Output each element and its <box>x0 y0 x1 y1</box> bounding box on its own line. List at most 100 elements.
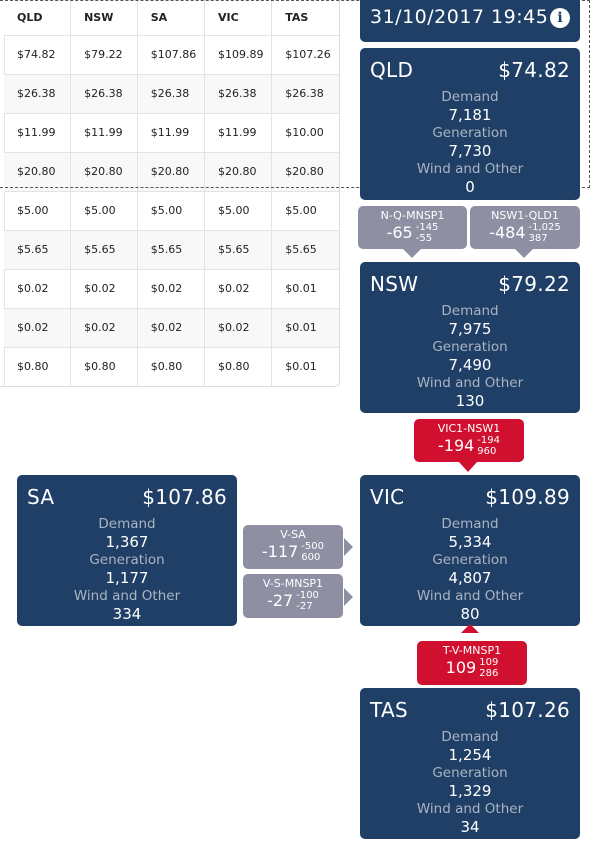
generation-value: 1,329 <box>448 782 492 800</box>
table-cell: $109.89 <box>204 35 273 75</box>
interconnector-limit-bottom: 387 <box>528 233 548 244</box>
region-name: NSW <box>370 272 419 296</box>
flow-arrow-right-icon <box>344 588 353 606</box>
table-cell: $0.02 <box>137 308 205 348</box>
price-table-panel[interactable]: QLD NSW SA VIC TAS $74.82 $79.22 $107.86… <box>0 0 340 387</box>
wind-other-label: Wind and Other <box>73 588 181 604</box>
table-cell: $0.02 <box>70 269 138 309</box>
region-card-nsw[interactable]: NSW $79.22 Demand 7,975 Generation 7,490… <box>360 262 580 413</box>
table-cell: $26.38 <box>137 74 205 114</box>
interconnector-limit-bottom: -27 <box>296 601 313 612</box>
table-row: $0.80 $0.80 $0.80 $0.80 $0.01 <box>4 347 339 386</box>
table-cell: $5.00 <box>4 191 72 231</box>
interconnector-limit-top: -194 <box>477 435 500 446</box>
table-cell: $0.02 <box>4 269 72 309</box>
datetime-header: 31/10/2017 19:45 i <box>360 0 580 42</box>
interconnector-limit-top: -1,025 <box>528 222 561 233</box>
interconnector-limit-bottom: 600 <box>301 552 321 563</box>
generation-label: Generation <box>432 765 508 781</box>
col-header-nsw[interactable]: NSW <box>70 0 138 36</box>
interconnector-flow: -27 <box>267 591 294 610</box>
datetime-label: 31/10/2017 19:45 <box>370 6 549 28</box>
table-cell: $10.00 <box>271 113 339 153</box>
demand-value: 1,254 <box>448 746 492 764</box>
generation-label: Generation <box>432 125 508 141</box>
table-row: $74.82 $79.22 $107.86 $109.89 $107.26 <box>4 35 339 75</box>
wind-other-value: 34 <box>460 818 480 836</box>
interconnector-v-s-mnsp1[interactable]: V-S-MNSP1 -27 -100 -27 <box>243 574 343 618</box>
interconnector-name: NSW1-QLD1 <box>491 209 559 222</box>
wind-other-label: Wind and Other <box>416 801 524 817</box>
table-header-row: QLD NSW SA VIC TAS <box>4 0 339 36</box>
table-cell: $0.02 <box>137 269 205 309</box>
flow-arrow-right-icon <box>344 538 353 556</box>
region-price: $79.22 <box>498 272 570 296</box>
demand-value: 7,181 <box>448 106 492 124</box>
table-cell: $5.00 <box>137 191 205 231</box>
table-cell: $107.86 <box>137 35 205 75</box>
demand-value: 7,975 <box>448 320 492 338</box>
wind-other-label: Wind and Other <box>416 588 524 604</box>
col-header-qld[interactable]: QLD <box>4 0 72 36</box>
interconnector-v-sa[interactable]: V-SA -117 -500 600 <box>243 525 343 569</box>
table-cell: $11.99 <box>4 113 72 153</box>
demand-label: Demand <box>441 89 499 105</box>
interconnector-flow: -484 <box>489 223 526 242</box>
table-cell: $0.80 <box>204 347 273 386</box>
interconnector-name: N-Q-MNSP1 <box>380 209 445 222</box>
wind-other-value: 130 <box>455 392 485 410</box>
interconnector-vic1-nsw1[interactable]: VIC1-NSW1 -194 -194 960 <box>414 419 524 462</box>
region-name: VIC <box>370 485 405 509</box>
table-cell: $5.00 <box>70 191 138 231</box>
table-cell: $74.82 <box>4 35 72 75</box>
table-cell: $26.38 <box>4 74 72 114</box>
demand-label: Demand <box>441 516 499 532</box>
table-cell: $5.65 <box>271 230 339 270</box>
table-row: $5.65 $5.65 $5.65 $5.65 $5.65 <box>4 230 339 270</box>
table-cell: $5.65 <box>70 230 138 270</box>
price-table: QLD NSW SA VIC TAS $74.82 $79.22 $107.86… <box>4 0 339 386</box>
region-card-tas[interactable]: TAS $107.26 Demand 1,254 Generation 1,32… <box>360 688 580 839</box>
col-header-tas[interactable]: TAS <box>271 0 339 36</box>
region-card-qld[interactable]: QLD $74.82 Demand 7,181 Generation 7,730… <box>360 48 580 200</box>
interconnector-t-v-mnsp1[interactable]: T-V-MNSP1 109 109 286 <box>417 641 527 685</box>
demand-label: Demand <box>441 729 499 745</box>
table-cell: $20.80 <box>271 152 339 192</box>
table-cell: $0.01 <box>271 269 339 309</box>
table-row: $5.00 $5.00 $5.00 $5.00 $5.00 <box>4 191 339 231</box>
table-cell: $11.99 <box>70 113 138 153</box>
region-name: QLD <box>370 58 414 82</box>
table-cell: $0.01 <box>271 347 339 386</box>
flow-arrow-down-icon <box>459 462 477 472</box>
generation-value: 7,490 <box>448 356 492 374</box>
table-cell: $107.26 <box>271 35 339 75</box>
info-icon[interactable]: i <box>550 8 570 28</box>
table-cell: $26.38 <box>70 74 138 114</box>
flow-arrow-down-icon <box>515 249 533 258</box>
region-card-sa[interactable]: SA $107.86 Demand 1,367 Generation 1,177… <box>17 475 237 626</box>
demand-label: Demand <box>98 516 156 532</box>
col-header-vic[interactable]: VIC <box>204 0 273 36</box>
interconnector-limit-bottom: 960 <box>477 446 497 457</box>
demand-value: 1,367 <box>105 533 149 551</box>
interconnector-name: V-S-MNSP1 <box>262 577 324 590</box>
region-price: $107.86 <box>142 485 227 509</box>
table-cell: $0.02 <box>204 269 273 309</box>
region-name: TAS <box>370 698 408 722</box>
table-cell: $0.80 <box>4 347 72 386</box>
interconnector-nsw1-qld1[interactable]: NSW1-QLD1 -484 -1,025 387 <box>470 206 580 249</box>
region-price: $74.82 <box>498 58 570 82</box>
region-card-vic[interactable]: VIC $109.89 Demand 5,334 Generation 4,80… <box>360 475 580 626</box>
interconnector-limit-top: -145 <box>415 222 439 233</box>
region-price: $109.89 <box>485 485 570 509</box>
table-cell: $0.02 <box>204 308 273 348</box>
table-cell: $79.22 <box>70 35 138 75</box>
table-cell: $0.80 <box>70 347 138 386</box>
wind-other-label: Wind and Other <box>416 161 524 177</box>
table-cell: $5.65 <box>4 230 72 270</box>
interconnector-flow: -117 <box>261 542 299 561</box>
interconnector-n-q-mnsp1[interactable]: N-Q-MNSP1 -65 -145 -55 <box>358 206 467 249</box>
generation-value: 1,177 <box>105 569 149 587</box>
col-header-sa[interactable]: SA <box>137 0 205 36</box>
generation-label: Generation <box>432 552 508 568</box>
